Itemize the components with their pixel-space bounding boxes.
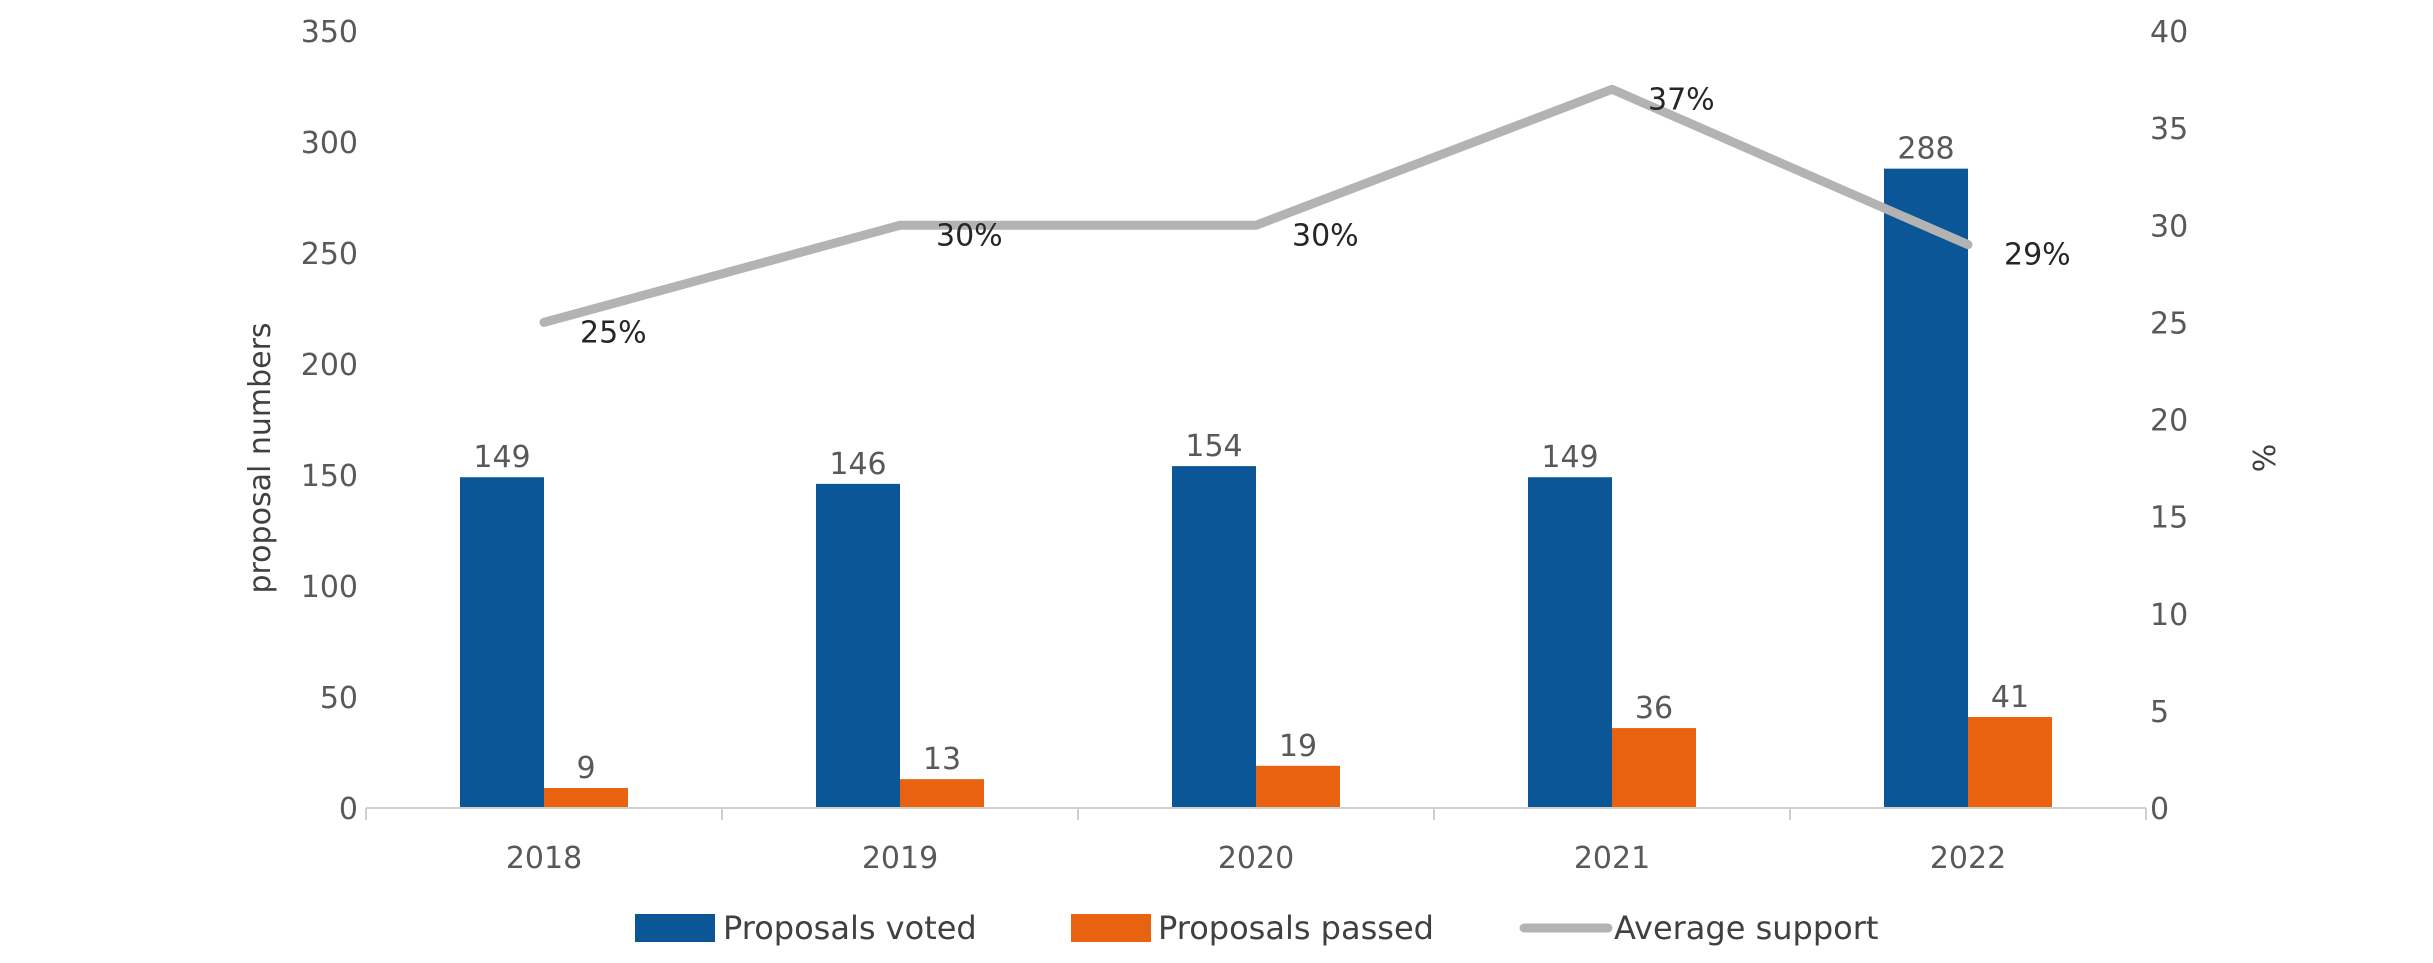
y2-tick-label: 15	[2150, 501, 2188, 536]
line-data-label: 30%	[936, 218, 1003, 253]
bar-data-label: 41	[1991, 680, 2029, 715]
y-tick-label: 350	[301, 15, 358, 50]
bar-passed-2022	[1968, 716, 2052, 808]
y-tick-label: 300	[301, 126, 358, 161]
x-tick-label: 2020	[1218, 841, 1294, 876]
bar-data-label: 13	[923, 742, 961, 777]
y-tick-label: 100	[301, 570, 358, 605]
legend: Proposals voted Proposals passed Average s…	[635, 909, 1878, 947]
bar-passed-2019	[900, 779, 984, 808]
y-tick-label: 200	[301, 348, 358, 383]
y-tick-label: 50	[320, 681, 358, 716]
y2-tick-label: 10	[2150, 598, 2188, 633]
line-data-label: 25%	[580, 315, 647, 350]
x-axis-ticks	[365, 808, 2147, 820]
legend-label-average-support: Average support	[1614, 909, 1878, 947]
bar-data-label: 9	[576, 751, 595, 786]
bar-data-label: 154	[1185, 429, 1242, 464]
y2-tick-label: 35	[2150, 112, 2188, 147]
bar-data-label: 149	[473, 440, 530, 475]
line-data-label: 29%	[2004, 238, 2071, 273]
line-data-label: 37%	[1648, 82, 1715, 117]
legend-swatch-proposals-voted	[635, 914, 715, 942]
legend-label-proposals-passed: Proposals passed	[1158, 909, 1434, 947]
bar-voted-2022	[1884, 168, 1968, 808]
right-axis-title: %	[2245, 444, 2280, 473]
line-data-label: 30%	[1292, 218, 1359, 253]
y2-tick-label: 40	[2150, 15, 2188, 50]
left-axis-ticks: 0 50 100 150 200 250 300 350	[301, 15, 358, 827]
line-series-group: 25% 30% 30% 37% 29%	[539, 82, 2071, 350]
bar-voted-2019	[816, 483, 900, 808]
x-tick-label: 2019	[862, 841, 938, 876]
bar-voted-2021	[1528, 477, 1612, 808]
y-tick-label: 150	[301, 459, 358, 494]
y2-tick-label: 0	[2150, 792, 2169, 827]
y-tick-label: 0	[339, 792, 358, 827]
bar-data-label: 146	[829, 447, 886, 482]
y2-tick-label: 25	[2150, 306, 2188, 341]
bar-data-label: 19	[1279, 729, 1317, 764]
bar-data-label: 149	[1541, 440, 1598, 475]
bars-group: 149 146 154 149 288 9 13 19 36 41	[460, 132, 2052, 808]
bar-passed-2018	[544, 788, 628, 808]
legend-swatch-proposals-passed	[1071, 914, 1151, 942]
left-axis-title: proposal numbers	[243, 322, 278, 593]
y2-tick-label: 5	[2150, 695, 2169, 730]
x-tick-label: 2018	[506, 841, 582, 876]
bar-voted-2020	[1172, 466, 1256, 808]
y2-tick-label: 30	[2150, 209, 2188, 244]
x-tick-label: 2021	[1574, 841, 1650, 876]
bar-data-label: 288	[1897, 132, 1954, 167]
x-axis-labels: 2018 2019 2020 2021 2022	[506, 841, 2006, 876]
x-tick-label: 2022	[1930, 841, 2006, 876]
y2-tick-label: 20	[2150, 404, 2188, 439]
bar-passed-2020	[1256, 765, 1340, 808]
bar-data-label: 36	[1635, 691, 1673, 726]
bar-passed-2021	[1612, 728, 1696, 808]
right-axis-ticks: 0 5 10 15 20 25 30 35 40	[2150, 15, 2188, 827]
average-support-line	[539, 84, 1973, 327]
bar-voted-2018	[460, 477, 544, 808]
legend-label-proposals-voted: Proposals voted	[723, 909, 977, 947]
y-tick-label: 250	[301, 237, 358, 272]
